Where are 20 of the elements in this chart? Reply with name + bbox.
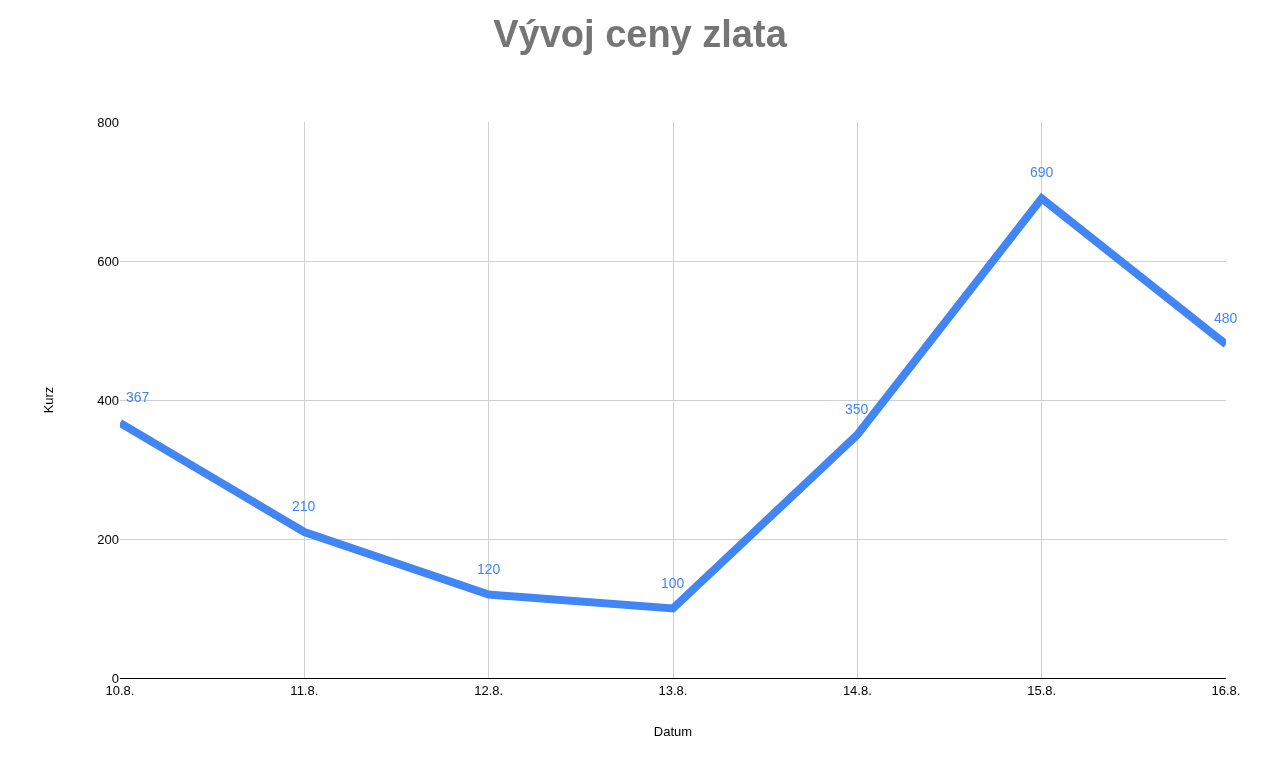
x-tick-label: 13.8. — [658, 682, 688, 698]
x-tick-label: 11.8. — [290, 682, 319, 698]
x-axis-title: Datum — [653, 724, 693, 740]
data-label: 690 — [1030, 164, 1054, 180]
data-label: 480 — [1214, 310, 1238, 326]
x-tick-label: 14.8. — [842, 682, 872, 698]
x-tick-label: 15.8. — [1027, 682, 1057, 698]
x-tick-label: 12.8. — [474, 682, 504, 698]
y-tick-label: 600 — [97, 253, 119, 269]
y-tick-label: 200 — [97, 531, 119, 547]
chart-title: Vývoj ceny zlata — [493, 13, 788, 56]
y-axis-title: Kurz — [41, 386, 57, 414]
y-tick-label: 800 — [97, 114, 119, 130]
data-label: 100 — [661, 575, 685, 591]
data-label: 367 — [126, 389, 150, 405]
y-tick-label: 400 — [97, 392, 119, 408]
data-label: 210 — [292, 498, 316, 514]
data-label: 120 — [477, 561, 501, 577]
x-tick-label: 16.8. — [1211, 682, 1241, 698]
data-label: 350 — [845, 401, 869, 417]
